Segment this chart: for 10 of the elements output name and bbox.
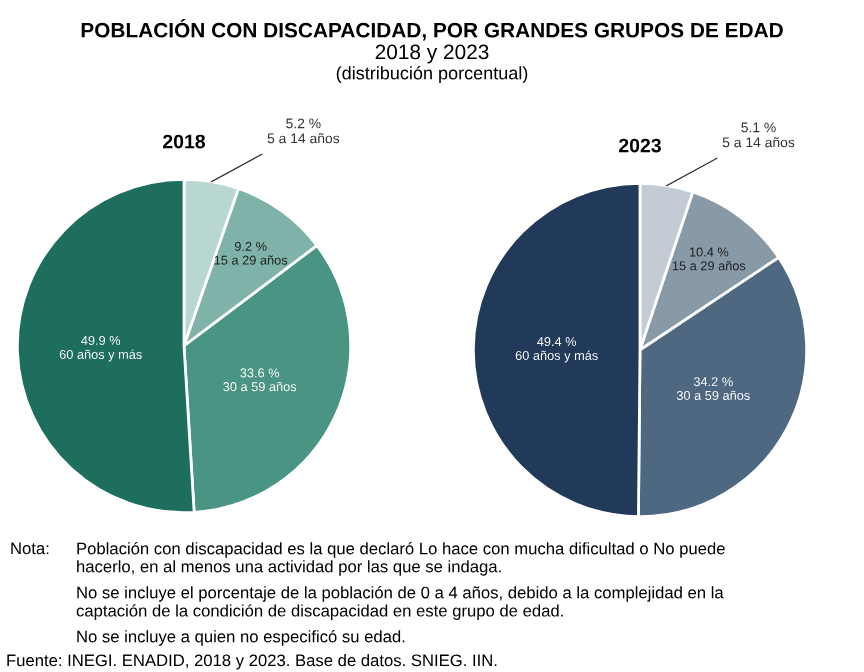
text: No se incluye el porcentaje de la población de 0 a 4 años, debido a la complejidad en la captación de la condición de discapacidad en este grupo de edad. — [76, 586, 724, 620]
text: POBLACIÓN CON DISCAPACIDAD, POR GRANDES GRUPOS DE EDAD — [81, 18, 783, 41]
text: 2018 y 2023 — [375, 44, 489, 64]
text: 2023 — [619, 138, 661, 153]
text: (distribución porcentual) — [336, 66, 528, 84]
text: Población con discapacidad es la que declaró Lo hace con mucha dificultad o No puede hacerlo, en al menos una actividad por las que se indaga. — [77, 542, 725, 576]
text: Nota: — [11, 542, 49, 555]
text: No se incluye a quien no especificó su edad. — [77, 630, 405, 646]
text: 2018 — [163, 134, 206, 149]
source-note: Fuente: INEGI. ENADID, 2018 y 2023. Base de datos. SNIEG. IIN. — [7, 654, 497, 670]
